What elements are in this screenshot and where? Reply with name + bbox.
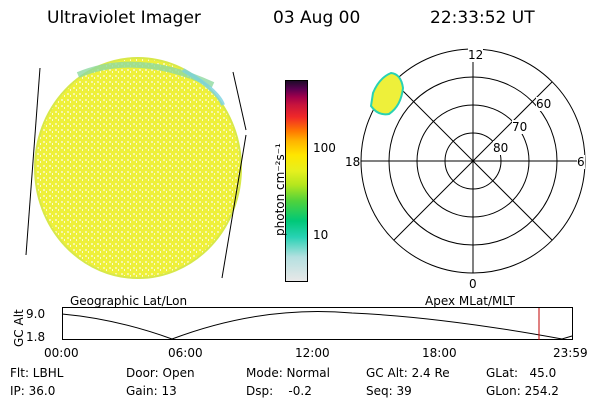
aurora-patch [369, 71, 405, 116]
info-seq: Seq: 39 [366, 384, 412, 398]
earth-disk-image [25, 57, 247, 279]
x-tick-1200: 12:00 [295, 346, 330, 360]
alt-plot-y-hi: 9.0 [26, 307, 46, 321]
info-dsp: Dsp: -0.2 [246, 384, 312, 398]
date-label: 03 Aug 00 [273, 8, 361, 28]
colorbar-label: photon cm⁻²s⁻¹ [273, 143, 287, 236]
lat-label-70: 70 [512, 120, 528, 134]
info-mode: Mode: Normal [246, 366, 330, 380]
lat-label-80: 80 [493, 141, 509, 155]
info-flt: Flt: LBHL [10, 366, 64, 380]
geographic-label: Geographic Lat/Lon [70, 294, 188, 308]
colorbar-tick-100: 100 [313, 141, 336, 155]
info-gc-alt: GC Alt: 2.4 Re [366, 366, 450, 380]
app-title: Ultraviolet Imager [47, 8, 201, 28]
alt-plot [61, 307, 573, 340]
lat-label-60: 60 [536, 97, 552, 111]
x-tick-2359: 23:59 [553, 346, 588, 360]
x-tick-0600: 06:00 [168, 346, 203, 360]
mlt-label-18: 18 [345, 155, 361, 169]
x-tick-0000: 00:00 [44, 346, 79, 360]
time-label: 22:33:52 UT [430, 8, 535, 28]
alt-plot-ylabel: GC Alt [12, 309, 26, 347]
mlt-label-6: 6 [577, 155, 585, 169]
info-glat: GLat: 45.0 [486, 366, 557, 380]
polar-plot [360, 48, 586, 274]
colorbar-tick-10: 10 [313, 228, 329, 242]
info-door: Door: Open [126, 366, 195, 380]
apex-label: Apex MLat/MLT [425, 294, 515, 308]
alt-plot-y-lo: 1.8 [26, 330, 46, 344]
info-glon: GLon: 254.2 [486, 384, 559, 398]
colorbar [285, 80, 308, 282]
mlt-label-0: 0 [469, 277, 477, 291]
mlt-label-12: 12 [468, 48, 484, 62]
info-ip: IP: 36.0 [10, 384, 56, 398]
info-gain: Gain: 13 [126, 384, 177, 398]
x-tick-1800: 18:00 [422, 346, 457, 360]
